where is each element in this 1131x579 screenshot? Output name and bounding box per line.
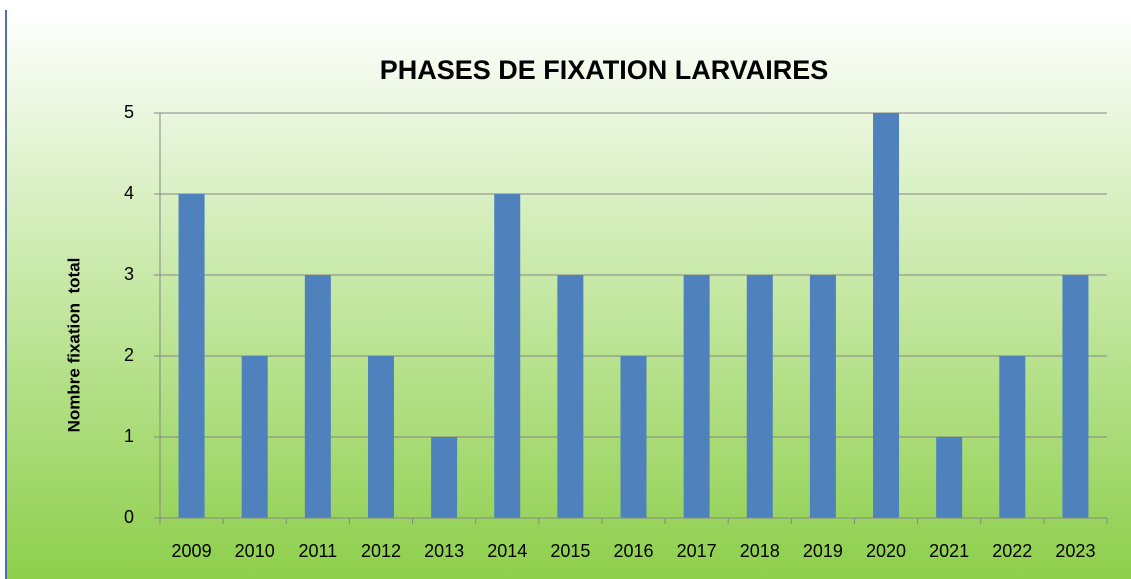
bar xyxy=(367,356,394,518)
bar xyxy=(746,275,773,518)
y-tick-label: 5 xyxy=(124,102,134,122)
x-tick-label: 2021 xyxy=(929,541,969,561)
bar xyxy=(304,275,331,518)
x-tick-label: 2010 xyxy=(235,541,275,561)
bar xyxy=(809,275,836,518)
bar xyxy=(241,356,268,518)
bar xyxy=(178,194,205,518)
bar xyxy=(494,194,521,518)
bar xyxy=(557,275,584,518)
x-tick-label: 2014 xyxy=(487,541,527,561)
x-tick-label: 2018 xyxy=(740,541,780,561)
bar xyxy=(1062,275,1089,518)
x-tick-label: 2016 xyxy=(613,541,653,561)
x-tick-label: 2012 xyxy=(361,541,401,561)
x-tick-label: 2020 xyxy=(866,541,906,561)
bar xyxy=(683,275,710,518)
x-tick-label: 2019 xyxy=(803,541,843,561)
y-tick-label: 4 xyxy=(124,183,134,203)
bar xyxy=(936,437,963,518)
bar xyxy=(873,113,900,518)
bar xyxy=(431,437,458,518)
x-tick-label: 2011 xyxy=(298,541,337,561)
x-tick-label: 2015 xyxy=(550,541,590,561)
x-tick-label: 2013 xyxy=(424,541,464,561)
chart-title: PHASES DE FIXATION LARVAIRES xyxy=(380,55,829,85)
x-tick-label: 2023 xyxy=(1055,541,1095,561)
y-axis-label: Nombre fixation total xyxy=(64,258,83,433)
y-tick-label: 0 xyxy=(124,507,134,527)
x-tick-label: 2022 xyxy=(992,541,1032,561)
y-tick-label: 3 xyxy=(124,264,134,284)
bar xyxy=(999,356,1026,518)
x-tick-label: 2009 xyxy=(172,541,212,561)
y-tick-label: 2 xyxy=(124,345,134,365)
bar xyxy=(620,356,647,518)
y-tick-label: 1 xyxy=(124,426,134,446)
x-tick-label: 2017 xyxy=(677,541,717,561)
